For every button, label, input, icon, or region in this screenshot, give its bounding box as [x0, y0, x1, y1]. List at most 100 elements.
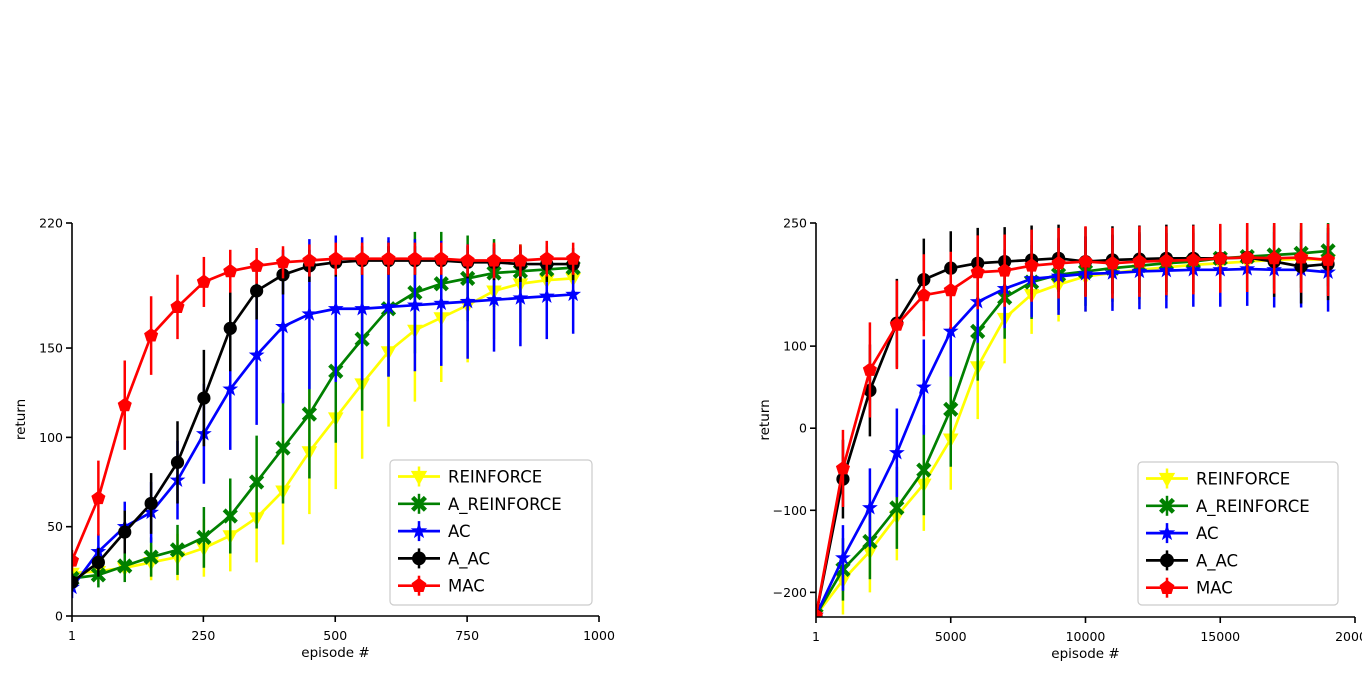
x-thick-marker-icon	[196, 529, 212, 545]
x-tick-label: 5000	[935, 629, 967, 644]
legend-entry-MAC: MAC	[398, 575, 485, 596]
legend-entry-A_REINFORCE: A_REINFORCE	[1146, 495, 1310, 517]
pentagon-marker-icon	[170, 299, 185, 313]
legend-label: MAC	[1196, 579, 1233, 598]
legend-entry-MAC: MAC	[1146, 577, 1233, 598]
x-thick-marker-icon	[222, 508, 238, 524]
y-tick-label: −100	[773, 503, 807, 518]
plot-area	[816, 223, 1336, 617]
legend-label: A_REINFORCE	[448, 495, 562, 515]
pentagon-marker-icon	[302, 253, 317, 267]
x-thick-marker-icon	[943, 401, 959, 417]
series-line	[72, 266, 574, 580]
x-thick-marker-icon	[301, 406, 317, 422]
x-thick-marker-icon	[169, 542, 186, 558]
pentagon-marker-icon	[1267, 250, 1282, 265]
star-marker-icon	[380, 298, 397, 314]
pentagon-marker-icon	[1213, 250, 1228, 265]
x-tick-label: 750	[455, 628, 479, 643]
pentagon-marker-icon	[943, 282, 958, 297]
circle-marker-icon	[144, 496, 158, 511]
legend-label: A_REINFORCE	[1196, 497, 1310, 517]
legend-label: MAC	[448, 577, 485, 596]
series-markers	[816, 250, 1336, 617]
legend-pentagon-marker-icon	[1159, 579, 1175, 594]
pentagon-marker-icon	[196, 274, 211, 288]
pentagon-marker-icon	[916, 287, 931, 302]
x-tick-label: 20000	[1335, 629, 1362, 644]
x-thick-marker-icon	[275, 440, 291, 456]
y-tick-label: 100	[39, 430, 63, 445]
pentagon-marker-icon	[407, 251, 422, 265]
pentagon-marker-icon	[1159, 253, 1174, 267]
pentagon-marker-icon	[486, 253, 502, 267]
y-tick-label: 100	[783, 339, 807, 354]
legend-entry-REINFORCE: REINFORCE	[1146, 468, 1290, 489]
right-chart: 15000100001500020000−200−1000100250episo…	[757, 216, 1362, 663]
legend-box	[389, 459, 593, 606]
y-tick-label: 0	[55, 609, 63, 624]
pentagon-marker-icon	[328, 251, 343, 265]
y-tick-label: −200	[773, 585, 807, 600]
y-axis-title: return	[757, 399, 773, 440]
x-axis-title: episode #	[1051, 646, 1119, 662]
pentagon-marker-icon	[513, 253, 528, 267]
y-tick-label: 150	[39, 341, 63, 356]
pentagon-marker-icon	[275, 254, 291, 269]
x-tick-label: 1	[68, 628, 76, 643]
plot-area	[72, 231, 582, 599]
legend-star-marker-icon	[410, 522, 428, 539]
star-marker-icon	[275, 318, 291, 334]
star-marker-icon	[248, 346, 265, 362]
pentagon-marker-icon	[835, 461, 850, 475]
x-tick-label: 1	[812, 629, 820, 644]
pentagon-marker-icon	[223, 263, 238, 278]
series-markers	[72, 251, 581, 567]
legend-triangle-down-marker-icon	[1158, 472, 1176, 488]
x-tick-label: 500	[323, 628, 347, 643]
y-tick-label: 220	[39, 216, 63, 231]
legend-star-marker-icon	[1158, 524, 1176, 541]
pentagon-marker-icon	[1051, 255, 1066, 270]
star-marker-icon	[433, 295, 450, 311]
star-marker-icon	[538, 287, 555, 303]
pentagon-marker-icon	[460, 253, 475, 267]
star-marker-icon	[327, 300, 344, 316]
legend-entry-REINFORCE: REINFORCE	[398, 466, 542, 487]
legend-entry-AC: AC	[398, 521, 471, 542]
legend-label: AC	[1196, 524, 1219, 543]
pentagon-marker-icon	[1321, 252, 1336, 266]
legend-entry-A_AC: A_AC	[398, 548, 490, 569]
legend-box	[1137, 461, 1339, 606]
legend-triangle-down-marker-icon	[410, 470, 428, 486]
star-marker-icon	[565, 286, 582, 302]
pentagon-marker-icon	[1186, 252, 1201, 266]
pentagon-marker-icon	[381, 251, 396, 265]
pentagon-marker-icon	[249, 258, 264, 272]
star-marker-icon	[835, 549, 851, 565]
star-marker-icon	[301, 305, 318, 321]
star-marker-icon	[888, 444, 905, 460]
pentagon-marker-icon	[144, 328, 159, 342]
x-tick-label: 1000	[583, 628, 615, 643]
pentagon-marker-icon	[539, 251, 554, 265]
star-marker-icon	[486, 291, 502, 307]
circle-marker-icon	[223, 321, 237, 335]
star-marker-icon	[406, 296, 423, 312]
pentagon-marker-icon	[1294, 250, 1309, 264]
pentagon-marker-icon	[1078, 254, 1093, 268]
circle-marker-icon	[250, 284, 264, 298]
legend-entry-A_AC: A_AC	[1146, 550, 1238, 571]
axes: 1 250 500 750 1000 0 50 100 150 220	[39, 216, 615, 644]
x-thick-marker-icon	[117, 558, 133, 574]
pentagon-marker-icon	[91, 490, 106, 505]
pentagon-marker-icon	[862, 362, 877, 376]
pentagon-marker-icon	[355, 251, 370, 265]
x-thick-marker-icon	[249, 474, 265, 490]
legend-pentagon-marker-icon	[411, 577, 427, 592]
x-thick-marker-icon	[889, 500, 905, 516]
x-tick-label: 10000	[1066, 629, 1106, 644]
x-tick-label: 15000	[1200, 629, 1240, 644]
star-marker-icon	[512, 289, 529, 305]
y-tick-label: 0	[799, 421, 807, 436]
